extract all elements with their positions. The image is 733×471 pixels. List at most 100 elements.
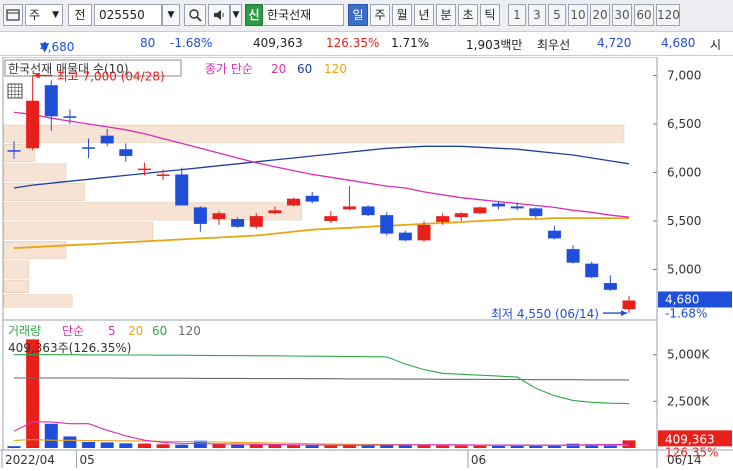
stock-chart[interactable]: 7,000 6,500 6,000 5,500 5,000 한국선재 매물대 수(10) 종… xyxy=(0,56,733,468)
volume-profile-bar xyxy=(3,124,625,143)
volume-bar xyxy=(249,444,263,448)
volume-bar xyxy=(137,443,151,448)
volume-legend-ma-label: 단순 xyxy=(62,324,84,338)
period-button-4[interactable]: 분 xyxy=(436,4,456,26)
search-button[interactable] xyxy=(184,4,206,26)
arrow-right-icon xyxy=(621,310,627,317)
toolbar: 주 ▼ 전 025550 ▼ ▼ 신 한국선재 일 주 월 년 분 초 틱 1 3 5 10 20 30… xyxy=(0,0,733,32)
credit-badge: 신 xyxy=(245,4,263,26)
period-button-5[interactable]: 초 xyxy=(458,4,478,26)
best-bid-value: 4,680 xyxy=(661,36,696,50)
sound-button[interactable] xyxy=(208,4,230,26)
chevron-down-icon: ▼ xyxy=(232,10,240,20)
chart-area[interactable]: 7,000 6,500 6,000 5,500 5,000 한국선재 매물대 수(10) 종… xyxy=(0,56,733,468)
volume-bar xyxy=(231,444,245,448)
volume-bar xyxy=(380,444,394,448)
candle-body xyxy=(231,219,245,227)
volume-bar xyxy=(361,444,375,448)
interval-button-60[interactable]: 60 xyxy=(634,4,654,26)
volume-current-pct-label: 126.35% xyxy=(665,445,718,459)
volume-bar xyxy=(603,444,617,448)
window-icon[interactable] xyxy=(3,4,23,26)
ma60-line xyxy=(13,145,630,189)
interval-button-120[interactable]: 120 xyxy=(656,4,680,26)
x-tick-label: 2022/04 xyxy=(5,453,55,467)
volume-bar xyxy=(268,445,282,448)
period-button-2[interactable]: 월 xyxy=(392,4,412,26)
vol-ma60-line xyxy=(14,354,630,405)
market-value: 전 xyxy=(74,8,86,22)
candle-body xyxy=(324,216,338,221)
period-type-select[interactable]: 주 ▼ xyxy=(25,4,63,26)
speaker-icon xyxy=(214,10,224,20)
stock-name-value: 한국선재 xyxy=(267,8,312,22)
candle-body xyxy=(193,207,207,224)
current-price-tag xyxy=(658,291,732,308)
ma20-line xyxy=(13,111,630,218)
best-ask-value: 4,720 xyxy=(597,36,632,50)
credit-badge-label: 신 xyxy=(248,8,260,22)
volume-bar xyxy=(82,441,96,448)
volume-legend-ma60: 60 xyxy=(152,324,167,338)
period-button-3[interactable]: 년 xyxy=(414,4,434,26)
volume-bar xyxy=(547,444,561,448)
volume-bar xyxy=(193,440,207,448)
price-panel xyxy=(2,56,658,321)
volume-bar xyxy=(436,445,450,448)
volume-profile-bar xyxy=(3,182,85,201)
legend-ma60: 60 xyxy=(297,62,312,76)
interval-button-10[interactable]: 10 xyxy=(568,4,588,26)
high-annotation: 최고 7,000 (04/28) xyxy=(57,70,165,84)
turnover-pct: 1.71% xyxy=(391,36,430,50)
interval-button-3[interactable]: 3 xyxy=(528,4,546,26)
candle-body xyxy=(26,100,40,149)
candle-body xyxy=(287,198,301,206)
candle-body xyxy=(473,207,487,214)
candle-body xyxy=(529,208,543,217)
volume-bar xyxy=(63,436,77,448)
candle-body xyxy=(100,135,114,144)
candle-body xyxy=(603,283,617,290)
interval-button-30[interactable]: 30 xyxy=(612,4,632,26)
volume-bar xyxy=(26,339,40,448)
candle-body xyxy=(380,215,394,234)
code-dropdown-button[interactable]: ▼ xyxy=(162,4,180,26)
volume-legend-ma5: 5 xyxy=(108,324,116,338)
price-info-bar: 4,680 ▼ 80 -1.68% 409,363 126.35% 1.71% … xyxy=(0,32,733,56)
stock-name-field[interactable]: 한국선재 xyxy=(264,4,344,26)
period-button-6[interactable]: 틱 xyxy=(480,4,500,26)
volume-bar xyxy=(473,445,487,448)
candle-body xyxy=(454,213,468,218)
interval-button-5[interactable]: 5 xyxy=(548,4,566,26)
candle-body xyxy=(175,174,189,206)
volume-legend-ma20: 20 xyxy=(128,324,143,338)
stock-code-input[interactable]: 025550 xyxy=(94,4,162,26)
x-tick-label: 05 xyxy=(80,453,95,467)
interval-button-1[interactable]: 1 xyxy=(508,4,526,26)
current-pct-label: -1.68% xyxy=(665,306,707,320)
trade-amount: 1,903백만 xyxy=(466,38,523,52)
volume-panel xyxy=(2,319,658,451)
y-tick-label: 6,500 xyxy=(667,117,701,131)
candle-body xyxy=(342,206,356,210)
period-type-value: 주 xyxy=(29,8,41,22)
volume-bar xyxy=(44,423,58,448)
candle-body xyxy=(249,216,263,227)
candle-body xyxy=(137,168,151,171)
period-button-1[interactable]: 주 xyxy=(370,4,390,26)
volume-bar xyxy=(287,445,301,448)
volume-bar xyxy=(156,444,170,448)
volume-bar xyxy=(119,443,133,448)
y-tick-label: 6,000 xyxy=(667,166,701,180)
arrow-left-icon xyxy=(33,72,40,79)
sound-dropdown-button[interactable]: ▼ xyxy=(230,4,242,26)
price-change-pct: -1.68% xyxy=(170,36,213,50)
volume-bar xyxy=(212,443,226,448)
market-field[interactable]: 전 xyxy=(68,4,92,26)
chevron-down-icon: ▼ xyxy=(52,10,59,20)
interval-button-20[interactable]: 20 xyxy=(590,4,610,26)
volume-value: 409,363 xyxy=(253,36,303,50)
candle-body xyxy=(585,263,599,278)
period-button-0[interactable]: 일 xyxy=(348,4,368,26)
vol-ma120-line xyxy=(14,377,629,381)
